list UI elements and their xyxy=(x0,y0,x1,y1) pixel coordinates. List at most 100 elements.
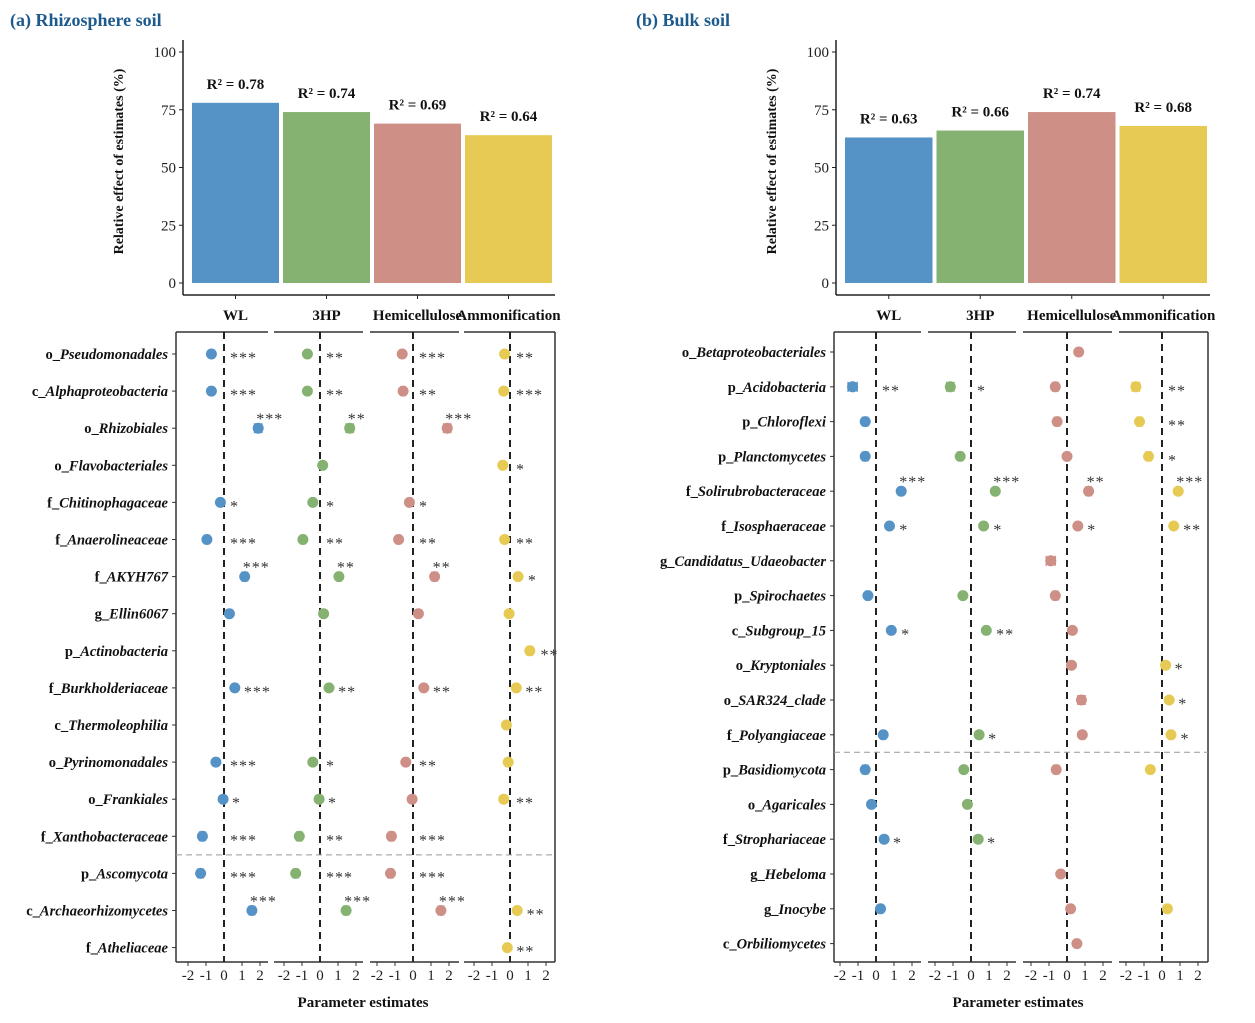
taxon-name: Candidatus_Udaeobacter xyxy=(675,554,827,570)
estimate-point-ammonification xyxy=(1160,659,1172,671)
estimate-point-3hp xyxy=(307,756,319,768)
category-label: Hemicellulose xyxy=(373,308,462,324)
y-tick-label: 25 xyxy=(814,218,829,234)
forest-row: o_Agaricales xyxy=(748,797,973,813)
estimate-point-3hp xyxy=(323,682,335,694)
forest-row: f_Atheliaceae ** xyxy=(86,941,534,961)
taxon-name: Pseudomonadales xyxy=(60,347,168,363)
category-label: Ammonification xyxy=(1111,308,1216,324)
taxon-label: p_Basidiomycota xyxy=(723,763,826,779)
estimate-point-hemicellulose xyxy=(393,534,405,545)
forest-row: f_Isosphaeraceae * * * ** xyxy=(721,519,1200,539)
estimate-point-wl xyxy=(205,348,217,360)
forest-row: p_Ascomycota *** *** *** xyxy=(81,866,445,886)
estimate-point-hemicellulose xyxy=(1073,346,1085,358)
y-tick-label: 0 xyxy=(822,276,830,292)
taxon-name: Frankiales xyxy=(102,792,169,808)
estimate-point-hemicellulose xyxy=(1066,624,1078,636)
significance-marker: * xyxy=(987,835,996,852)
x-tick-label: 1 xyxy=(427,968,435,984)
significance-marker: ** xyxy=(419,758,437,775)
forest-row: f_Chitinophagaceae * * * xyxy=(47,495,427,515)
estimate-point-hemicellulose xyxy=(397,385,409,397)
estimate-point-3hp xyxy=(972,833,984,845)
forest-row: o_SAR324_clade * xyxy=(724,693,1187,713)
estimate-point-wl xyxy=(229,682,241,694)
bar-data-label: R² = 0.63 xyxy=(860,111,918,127)
estimate-point-ammonification xyxy=(1172,485,1184,497)
estimate-point-3hp xyxy=(307,496,319,508)
significance-marker: *** xyxy=(250,894,277,911)
taxon-name: Ascomycota xyxy=(95,866,168,882)
taxon-name: Hebeloma xyxy=(764,867,826,883)
taxon-label: f_Isosphaeraceae xyxy=(721,519,826,535)
y-tick-label: 100 xyxy=(807,45,830,61)
taxon-name: Archaeorhizomycetes xyxy=(39,904,168,920)
estimate-point-wl xyxy=(195,867,207,879)
x-tick-label: -2 xyxy=(1120,968,1133,984)
taxon-name: Actinobacteria xyxy=(79,644,168,660)
forest-row: o_Pseudomonadales *** ** *** ** xyxy=(46,347,533,367)
taxon-label: f_AKYH767 xyxy=(95,570,169,586)
taxon-name: Rhizobiales xyxy=(98,421,169,437)
category-label: WL xyxy=(876,308,901,324)
taxon-prefix: f_ xyxy=(41,829,54,845)
estimate-point-ammonification xyxy=(1168,520,1180,532)
estimate-point-wl xyxy=(877,729,889,741)
bar-3hp xyxy=(283,112,370,283)
significance-marker: * xyxy=(1168,452,1177,469)
forest-row: f_Strophariaceae * * xyxy=(723,832,996,852)
forest-row: o_Kryptoniales * xyxy=(736,658,1183,678)
estimate-point-hemicellulose xyxy=(1075,694,1087,706)
significance-marker: ** xyxy=(337,560,355,577)
panel-a-title: (a) Rhizosphere soil xyxy=(10,10,162,30)
estimate-point-hemicellulose xyxy=(1083,485,1095,497)
y-tick-label: 0 xyxy=(169,276,177,292)
x-tick-label: -1 xyxy=(296,968,309,984)
estimate-point-hemicellulose xyxy=(441,422,453,434)
estimate-point-ammonification xyxy=(1163,694,1175,706)
estimate-point-hemicellulose xyxy=(429,571,441,583)
significance-marker: * xyxy=(326,498,335,515)
forest-row: c_Alphaproteobacteria *** ** ** *** xyxy=(32,384,542,404)
x-tick-label: -2 xyxy=(182,968,195,984)
x-tick-label: -2 xyxy=(468,968,481,984)
bar-chart: 0 25 50 75 100 Relative effect of estimates (… xyxy=(112,40,561,324)
y-axis-title: Relative effect of estimates (%) xyxy=(765,68,780,254)
significance-marker: * xyxy=(901,626,910,643)
estimate-point-hemicellulose xyxy=(1050,764,1062,776)
taxon-name: Thermoleophilia xyxy=(68,718,168,734)
taxon-prefix: p_ xyxy=(728,380,744,396)
taxon-prefix: g_ xyxy=(750,867,765,883)
taxon-prefix: p_ xyxy=(718,449,734,465)
taxon-label: c_Subgroup_15 xyxy=(732,623,826,639)
taxon-label: o_Rhizobiales xyxy=(84,421,168,437)
taxon-name: SAR324_clade xyxy=(738,693,826,709)
taxon-label: o_Pyrinomonadales xyxy=(49,755,169,771)
significance-marker: ** xyxy=(338,684,356,701)
estimate-point-ammonification xyxy=(1165,729,1177,741)
estimate-point-ammonification xyxy=(500,719,512,731)
x-tick-label: -1 xyxy=(1043,968,1056,984)
y-tick-label: 25 xyxy=(161,218,176,234)
forest-row: c_Archaeorhizomycetes*** *** ***** xyxy=(26,894,543,924)
estimate-point-wl xyxy=(875,903,886,915)
significance-marker: *** xyxy=(439,894,466,911)
forest-row: p_Actinobacteria ** xyxy=(65,644,558,664)
estimate-point-hemicellulose xyxy=(1061,450,1073,462)
taxon-label: f_Solirubrobacteraceae xyxy=(686,484,827,500)
estimate-point-3hp xyxy=(301,348,313,360)
estimate-point-hemicellulose xyxy=(385,867,396,879)
forest-row: o_Flavobacteriales * xyxy=(54,458,524,478)
estimate-point-wl xyxy=(205,385,217,397)
taxon-name: Ellin6067 xyxy=(108,607,169,623)
taxon-prefix: o_ xyxy=(736,658,751,674)
x-tick-label: -1 xyxy=(852,968,865,984)
estimate-point-ammonification xyxy=(502,756,514,768)
bar-3hp xyxy=(936,130,1024,283)
taxon-name: Agaricales xyxy=(761,797,826,813)
taxon-prefix: f_ xyxy=(55,533,68,549)
taxon-name: Xanthobacteraceae xyxy=(52,829,169,845)
